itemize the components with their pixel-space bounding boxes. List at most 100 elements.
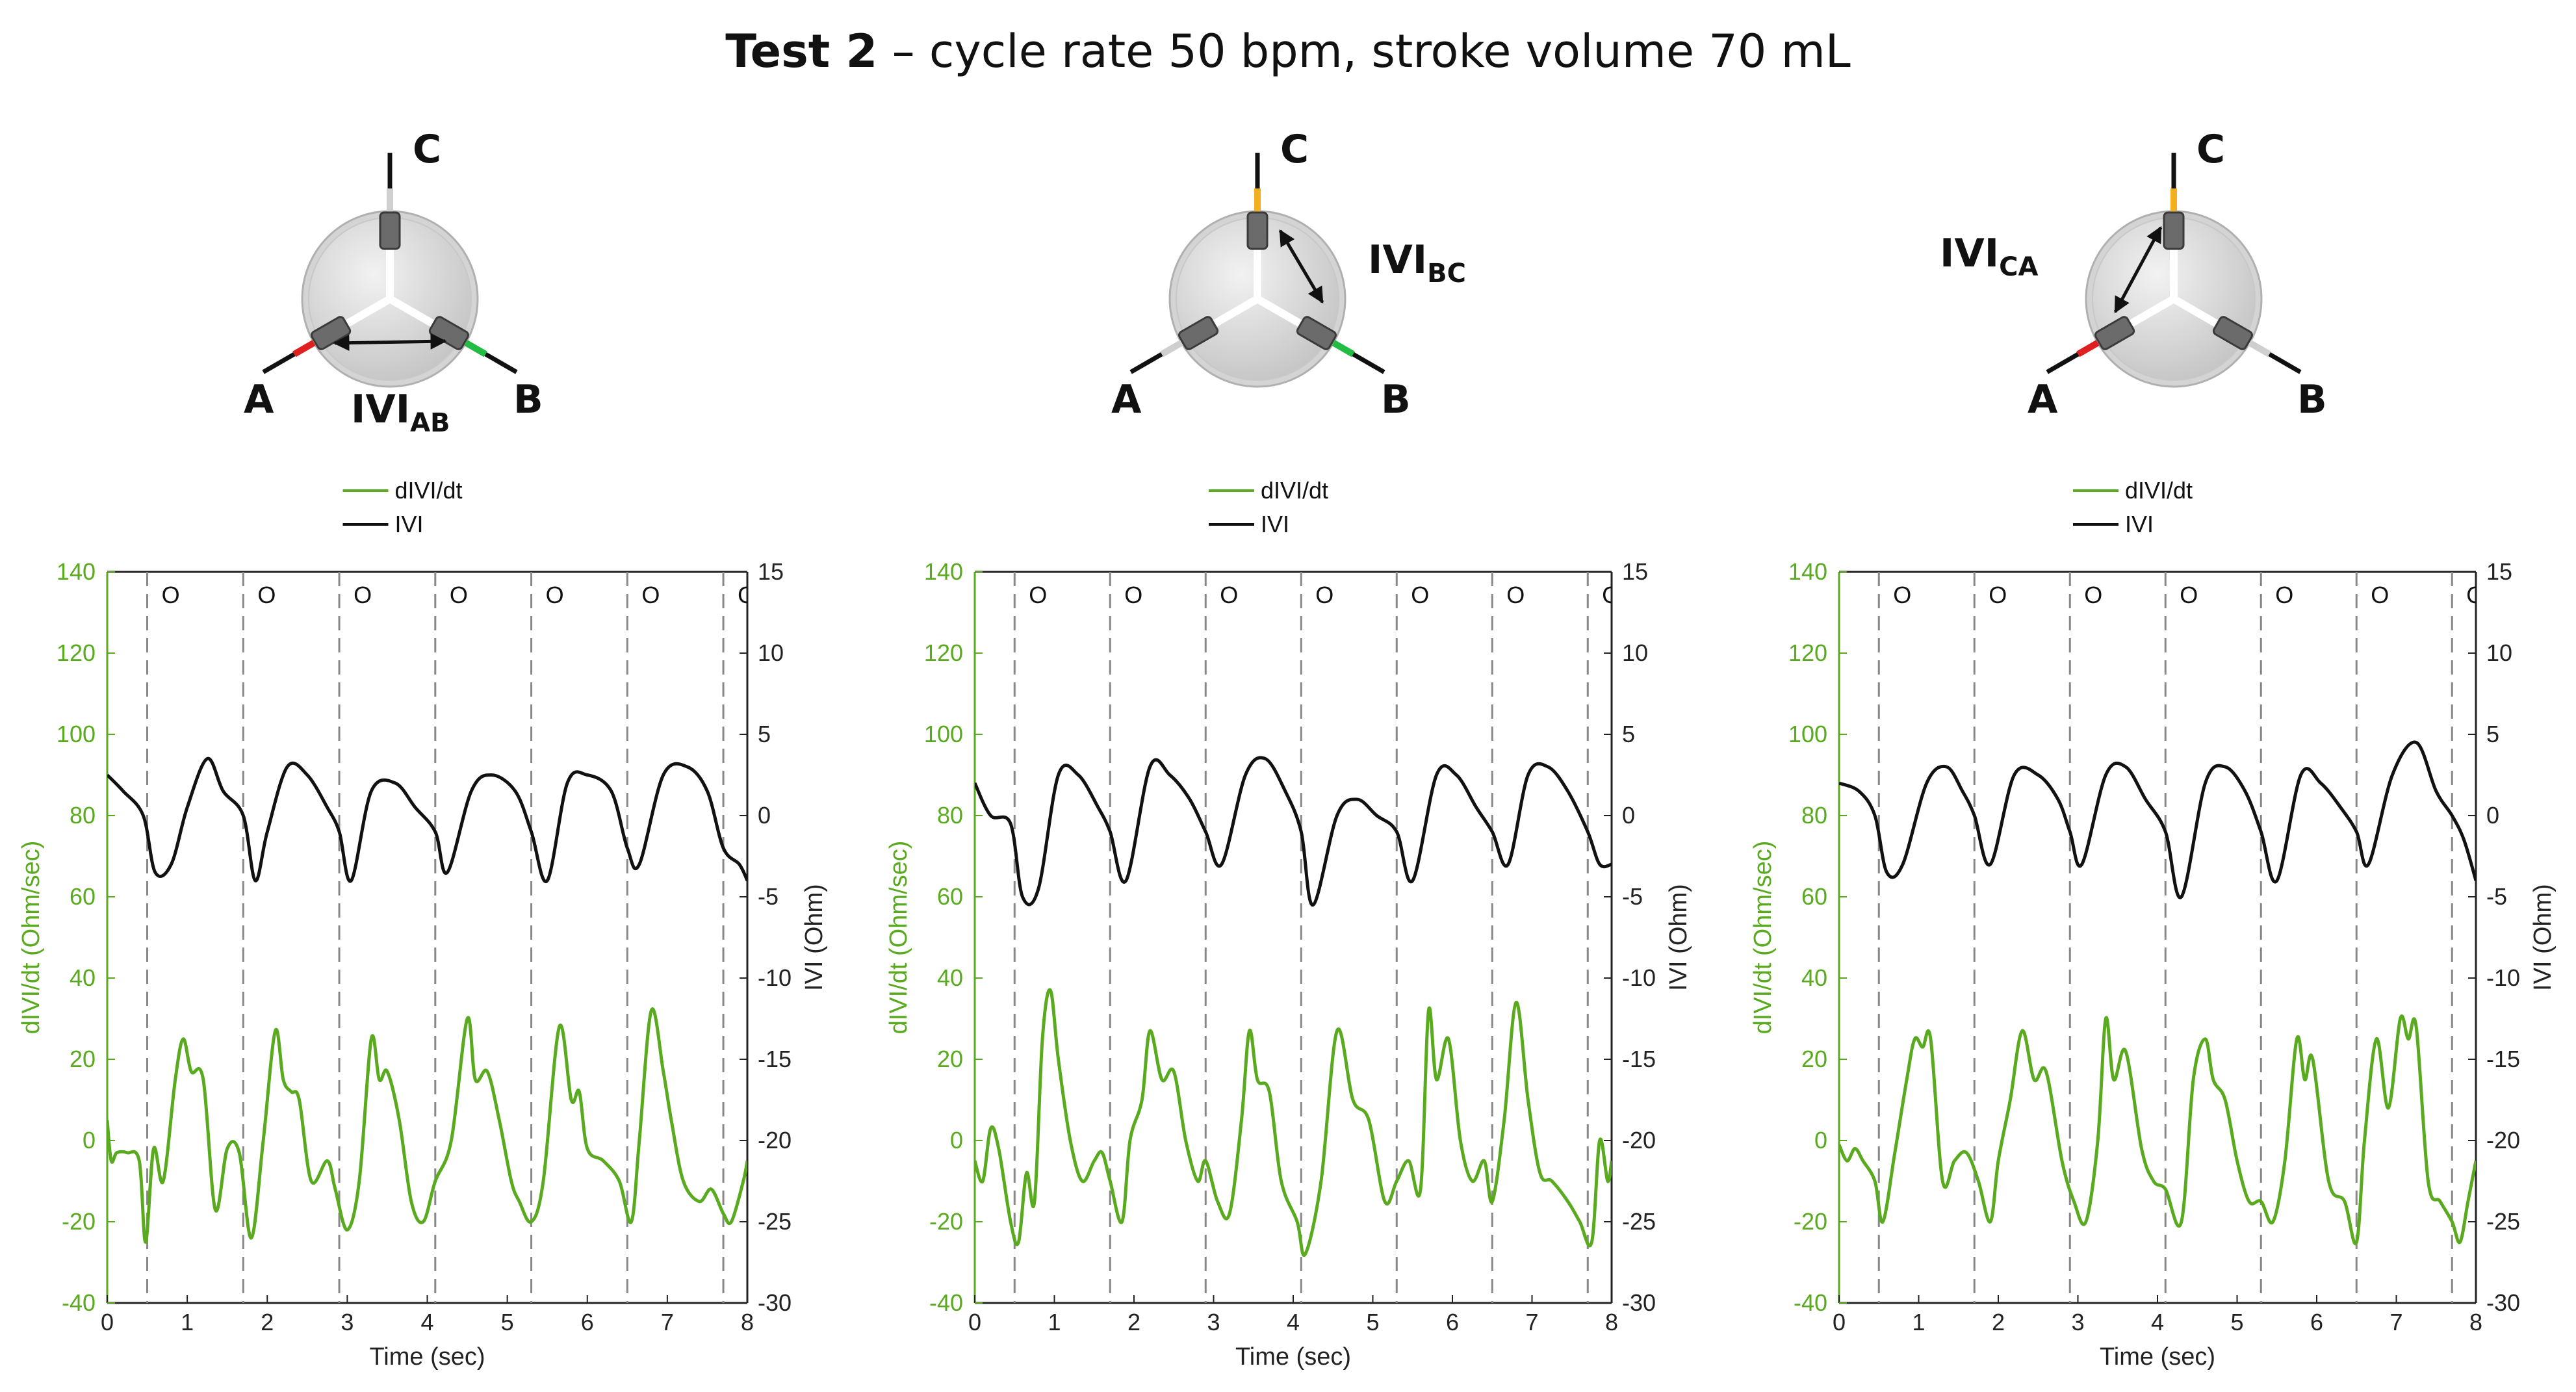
y-left-tick-label: 0 [1814, 1127, 1827, 1154]
y-right-tick-label: 5 [758, 721, 771, 747]
cycle-marker: O [354, 582, 372, 608]
lead-wire-a [292, 340, 316, 357]
y-right-tick-label: 10 [2486, 639, 2512, 666]
y-right-tick-label: -25 [758, 1208, 792, 1235]
measure-subscript: CA [1999, 252, 2038, 282]
legend-label-impedance: IVI [2125, 511, 2154, 537]
y-left-tick-label: 20 [937, 1046, 963, 1072]
label-c: C [413, 127, 441, 172]
legend-label-derivative: dIVI/dt [2125, 477, 2193, 504]
y-right-tick-label: -30 [758, 1289, 792, 1316]
y-left-tick-label: 140 [1788, 558, 1827, 585]
y-left-tick-label: 80 [1801, 802, 1827, 829]
electrode-c [2163, 211, 2185, 250]
x-axis-label: Time (sec) [1235, 1343, 1351, 1371]
x-tick-label: 7 [2389, 1309, 2402, 1335]
cycle-marker: O [1506, 582, 1525, 608]
y-left-tick-label: 60 [70, 883, 96, 910]
y-left-tick-label: 80 [937, 802, 963, 829]
figure-title-bold: Test 2 [725, 25, 878, 78]
cycle-marker: O [162, 582, 180, 608]
series-line-derivative [107, 1007, 747, 1244]
y-left-axis-label: dIVI/dt (Ohm/sec) [885, 841, 912, 1035]
x-tick-label: 7 [661, 1309, 674, 1335]
y-left-tick-label: 120 [1788, 639, 1827, 666]
y-right-tick-label: 15 [758, 558, 784, 585]
y-left-tick-label: 40 [70, 964, 96, 991]
x-tick-label: 6 [1446, 1309, 1459, 1335]
label-a: A [1111, 377, 1142, 422]
y-right-tick-label: -25 [2486, 1208, 2520, 1235]
cycle-marker: O [1220, 582, 1238, 608]
y-left-tick-label: 120 [57, 639, 96, 666]
y-left-tick-label: 100 [1788, 721, 1827, 747]
measure-label: IVIBC [1368, 237, 1466, 289]
x-tick-label: 1 [1912, 1309, 1925, 1335]
series-line-impedance [975, 756, 1612, 907]
x-tick-label: 3 [2071, 1309, 2084, 1335]
cycle-marker: O [546, 582, 564, 608]
x-tick-label: 0 [101, 1309, 114, 1335]
cycle-marker: O [2180, 582, 2198, 608]
y-left-axis-label: dIVI/dt (Ohm/sec) [18, 841, 45, 1035]
y-right-tick-label: -30 [2486, 1289, 2520, 1316]
label-b: B [2297, 377, 2327, 422]
y-right-axis-label: IVI (Ohm) [801, 884, 828, 991]
y-right-tick-label: 5 [1622, 721, 1635, 747]
x-tick-label: 8 [2469, 1309, 2482, 1335]
y-left-tick-label: 120 [924, 639, 963, 666]
lead-wire-b [464, 340, 487, 357]
cycle-marker: O [2084, 582, 2102, 608]
measure-label: IVICA [1940, 231, 2038, 282]
y-left-tick-label: 60 [1801, 883, 1827, 910]
y-right-tick-label: -5 [2486, 883, 2507, 910]
measure-label: IVIAB [351, 387, 450, 438]
x-tick-label: 5 [1366, 1309, 1379, 1335]
x-tick-label: 0 [1833, 1309, 1846, 1335]
lead-cable-a [2046, 352, 2080, 374]
y-left-tick-label: 140 [924, 558, 963, 585]
y-right-tick-label: 0 [1622, 802, 1635, 829]
series-line-derivative [975, 988, 1612, 1257]
y-left-tick-label: -40 [62, 1289, 96, 1316]
y-left-tick-label: -20 [929, 1208, 963, 1235]
cycle-marker: O [257, 582, 276, 608]
cycle-marker: O [2275, 582, 2293, 608]
y-left-tick-label: 0 [83, 1127, 96, 1154]
cycle-marker: O [1989, 582, 2007, 608]
measure-subscript: AB [410, 408, 450, 438]
chart-panel-3: dIVI/dt IVI O O O O O O O 0 1 2 3 4 5 6 7 8 -40 -20 0 20 40 60 8… [1749, 477, 2557, 1371]
cycle-marker: O [2371, 582, 2389, 608]
y-right-axis-label: IVI (Ohm) [1665, 884, 1692, 991]
chart-panel-2: dIVI/dt IVI O O O O O O O 0 1 2 3 4 5 6 7 8 -40 -20 0 20 40 60 8… [885, 477, 1692, 1371]
legend-label-derivative: dIVI/dt [1261, 477, 1328, 504]
legend-label-impedance: IVI [1261, 511, 1289, 537]
x-tick-label: 3 [341, 1309, 354, 1335]
measure-arrow [2113, 226, 2163, 314]
electrode-diagram-3: CA B IVICA [1940, 127, 2327, 422]
y-left-tick-label: -40 [929, 1289, 963, 1316]
y-right-tick-label: 0 [758, 802, 771, 829]
y-left-tick-label: 80 [70, 802, 96, 829]
y-right-tick-label: -5 [1622, 883, 1643, 910]
lead-cable-a [262, 352, 296, 374]
electrode-a [1178, 316, 1219, 350]
x-tick-label: 8 [741, 1309, 754, 1335]
series-line-derivative [1839, 1014, 2476, 1246]
y-left-tick-label: 20 [1801, 1046, 1827, 1072]
cycle-marker: O [1124, 582, 1142, 608]
x-tick-label: 1 [181, 1309, 194, 1335]
cycle-marker: O [641, 582, 660, 608]
electrode-a [2094, 316, 2135, 350]
x-tick-label: 4 [420, 1309, 433, 1335]
y-right-tick-label: -15 [1622, 1046, 1656, 1072]
cycle-marker: O [1029, 582, 1047, 608]
y-right-tick-label: -20 [1622, 1127, 1656, 1154]
x-tick-label: 8 [1605, 1309, 1618, 1335]
x-axis-label: Time (sec) [2100, 1343, 2215, 1371]
figure-title-rest: – cycle rate 50 bpm, stroke volume 70 mL [877, 25, 1851, 78]
y-right-tick-label: -15 [2486, 1046, 2520, 1072]
x-tick-label: 4 [2151, 1309, 2164, 1335]
cycle-marker: O [450, 582, 468, 608]
